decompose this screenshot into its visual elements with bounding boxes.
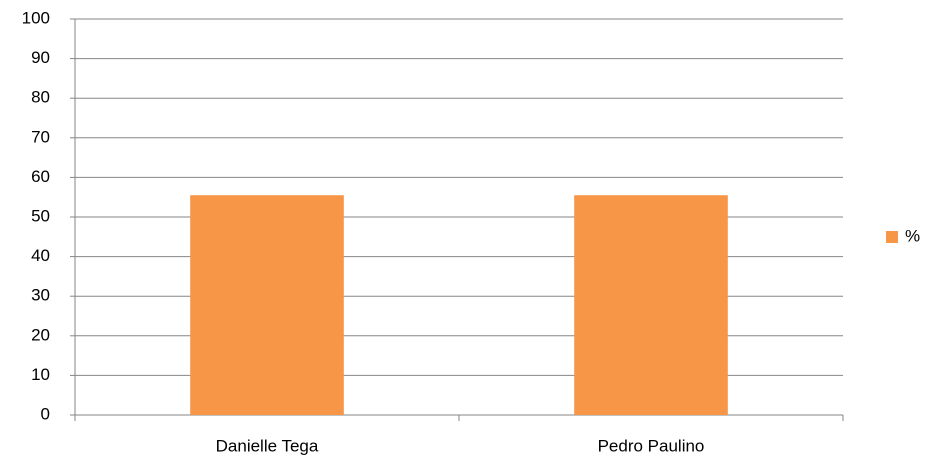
y-tick-label: 20	[31, 325, 50, 344]
bar	[574, 195, 728, 415]
y-tick-label: 30	[31, 286, 50, 305]
y-tick-label: 70	[31, 127, 50, 146]
y-tick-label: 60	[31, 167, 50, 186]
x-tick-label: Danielle Tega	[216, 436, 319, 455]
y-tick-label: 40	[31, 246, 50, 265]
y-tick-label: 100	[22, 8, 50, 27]
bar	[190, 195, 344, 415]
y-tick-label: 50	[31, 206, 50, 225]
y-tick-label: 80	[31, 88, 50, 107]
legend-swatch	[886, 231, 898, 243]
legend-label: %	[905, 226, 920, 245]
x-tick-label: Pedro Paulino	[598, 436, 705, 455]
y-tick-label: 0	[41, 404, 50, 423]
y-tick-label: 10	[31, 365, 50, 384]
y-tick-label: 90	[31, 48, 50, 67]
